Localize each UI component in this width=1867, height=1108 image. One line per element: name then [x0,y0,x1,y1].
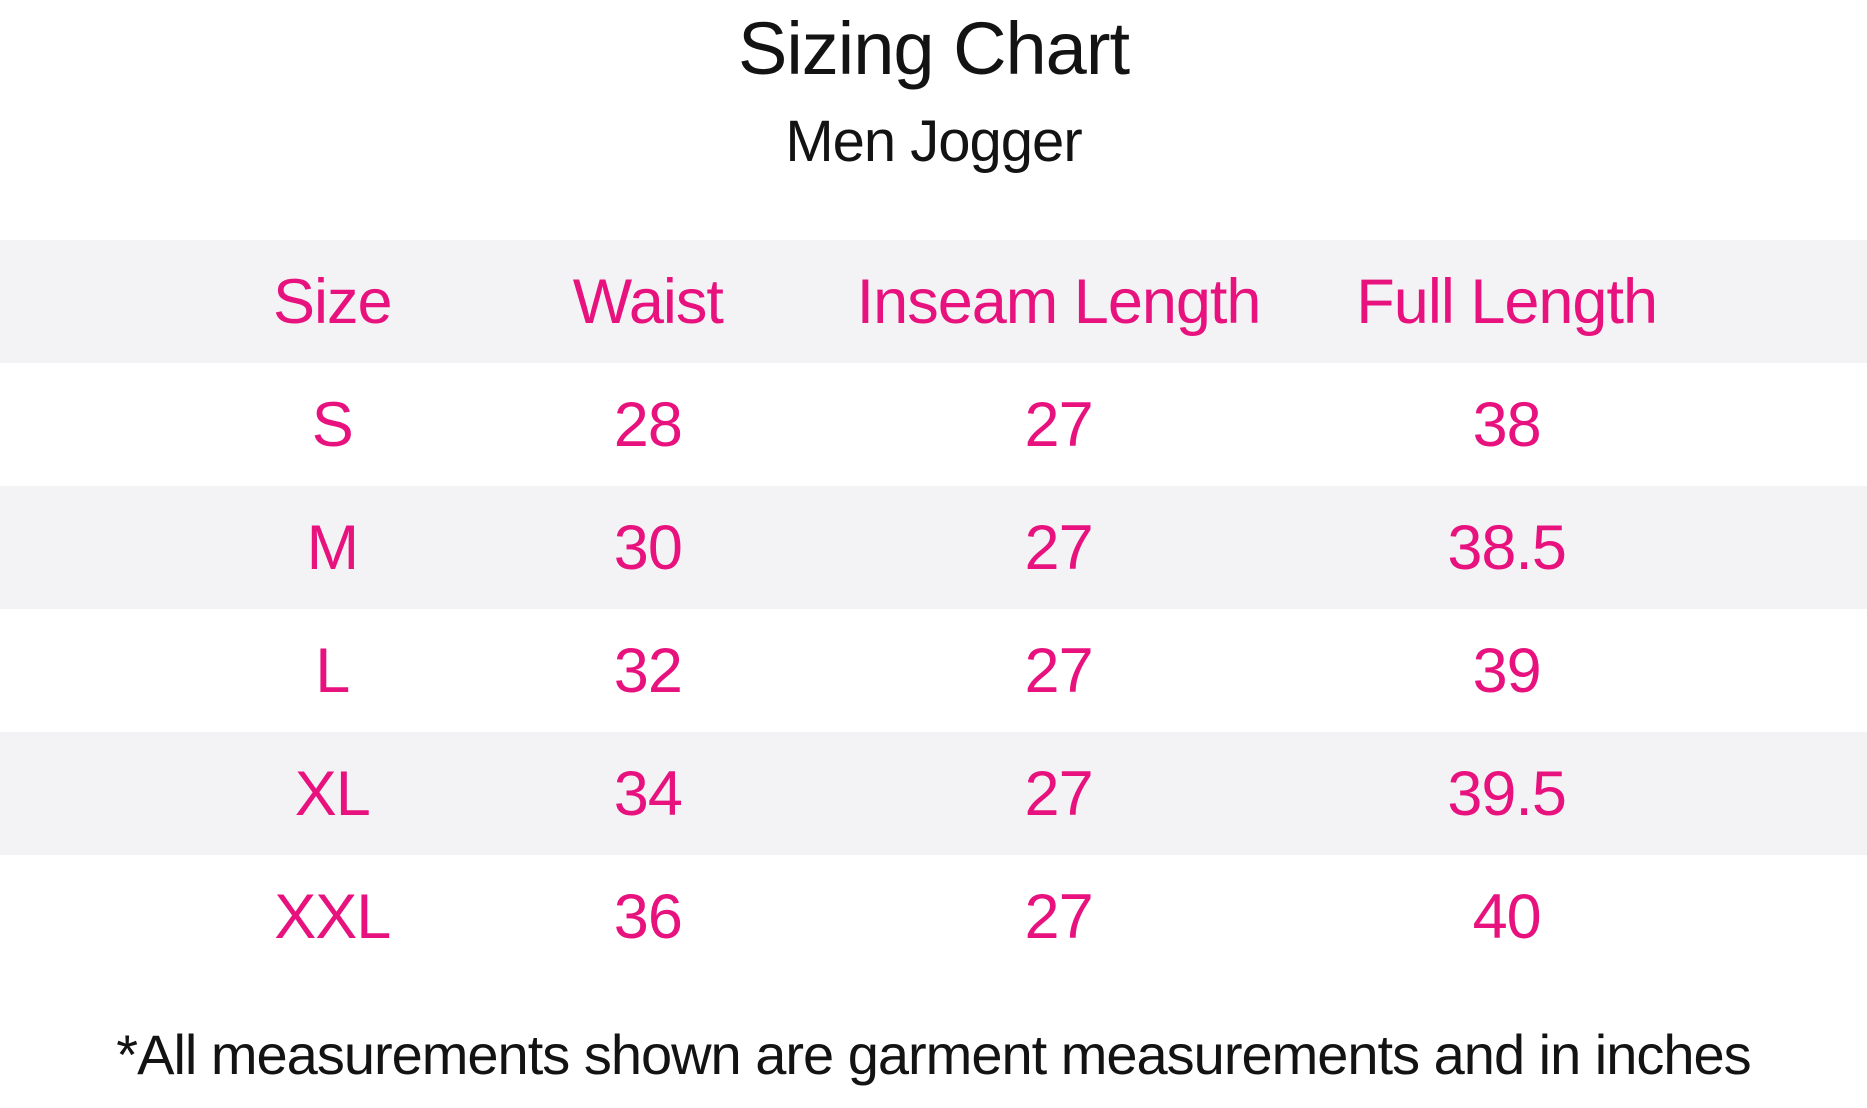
cell-waist: 28 [613,389,683,460]
cell-inseam: 27 [1024,758,1094,829]
table-row-s: S 28 27 38 [0,363,1867,486]
cell-full-length: 40 [1472,881,1542,952]
page-title: Sizing Chart [737,7,1130,90]
cell-full-length: 39 [1472,635,1542,706]
page-subtitle: Men Jogger [785,109,1082,174]
column-header-size: Size [273,266,393,337]
cell-inseam: 27 [1024,512,1094,583]
column-header-full-length: Full Length [1356,266,1658,337]
cell-inseam: 27 [1024,389,1094,460]
cell-full-length: 38.5 [1447,512,1567,583]
table-row-m: M 30 27 38.5 [0,486,1867,609]
table-row-xxl: XXL 36 27 40 [0,855,1867,978]
cell-size: S [311,389,354,460]
cell-waist: 34 [613,758,683,829]
table-header-row: Size Waist Inseam Length Full Length [0,240,1867,363]
cell-full-length: 39.5 [1447,758,1567,829]
cell-size: L [315,635,350,706]
cell-waist: 32 [613,635,683,706]
measurements-footnote: *All measurements shown are garment meas… [116,1023,1751,1086]
cell-size: XL [294,758,371,829]
cell-inseam: 27 [1024,635,1094,706]
table-row-xl: XL 34 27 39.5 [0,732,1867,855]
cell-waist: 36 [613,881,683,952]
column-header-waist: Waist [572,266,724,337]
sizing-table: Size Waist Inseam Length Full Length S 2… [0,240,1867,978]
column-header-inseam-length: Inseam Length [856,266,1262,337]
cell-waist: 30 [613,512,683,583]
cell-size: XXL [274,881,391,952]
cell-size: M [306,512,359,583]
table-row-l: L 32 27 39 [0,609,1867,732]
cell-full-length: 38 [1472,389,1542,460]
cell-inseam: 27 [1024,881,1094,952]
